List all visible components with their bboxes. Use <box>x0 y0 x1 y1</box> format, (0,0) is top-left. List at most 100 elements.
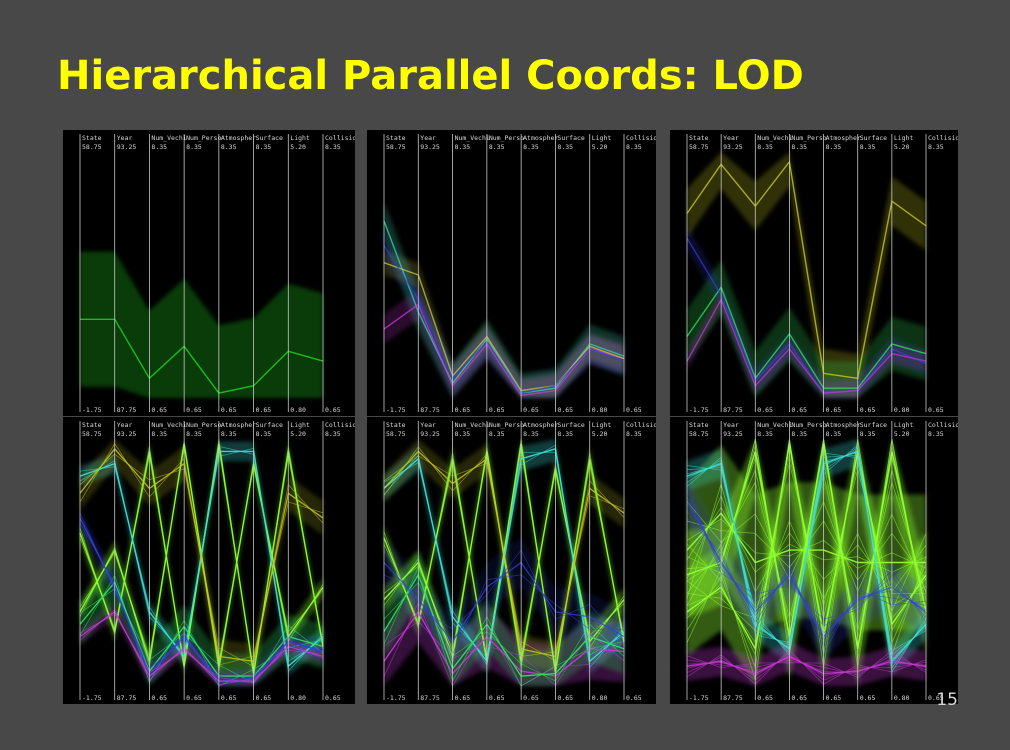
axis-min-label: 0.65 <box>455 694 471 702</box>
cluster-strand <box>686 518 927 656</box>
axis-max-label: 8.35 <box>221 430 237 438</box>
axis-min-label: 0.65 <box>928 694 944 702</box>
axis-max-label: 8.35 <box>626 430 642 438</box>
parallel-coords-plot-3: State58.75-1.75Year93.2587.75Num_Vechi8.… <box>686 134 958 414</box>
axis-max-label: 8.35 <box>860 430 876 438</box>
axis-name-label: Num_Vechi <box>455 134 490 142</box>
axis-name-label: Atmospher <box>523 421 558 429</box>
cluster-strand <box>686 447 927 644</box>
cluster-strand <box>383 566 625 687</box>
axis-name-label: Light <box>894 421 914 429</box>
axis-max-label: 8.35 <box>791 430 807 438</box>
cluster-strand <box>686 440 927 657</box>
parallel-coords-plot-2: State58.75-1.75Year93.2587.75Num_Vechi8.… <box>383 134 656 414</box>
cluster-strand <box>686 651 927 681</box>
axis-min-label: 87.75 <box>117 694 137 702</box>
axis-max-label: 58.75 <box>82 430 102 438</box>
lod-panel-1: State 58.75 -1.75 Year 93.25 87.75 Num_Vechi 8.… <box>63 130 355 416</box>
cluster-band-4 <box>384 230 624 398</box>
axes: State58.75-1.75Year93.2587.75Num_Vechi8.… <box>383 134 656 414</box>
axis-name-label: Year <box>723 134 739 142</box>
axis-min-label: 87.75 <box>723 694 743 702</box>
axis-name-label: State <box>82 421 102 429</box>
axis-min-label: 0.65 <box>256 694 272 702</box>
axis-name-label: Surface <box>557 134 584 142</box>
axis-name-label: State <box>386 421 406 429</box>
axis-max-label: 93.25 <box>723 143 743 151</box>
axis-min-label: -1.75 <box>386 694 406 702</box>
axis-name-label: Year <box>723 421 739 429</box>
cluster-strand <box>79 517 324 682</box>
axis-name-label: Num_Vechi <box>151 421 186 429</box>
cluster-line-3 <box>686 237 927 394</box>
axis-name-label: Atmospher <box>221 421 256 429</box>
axis-name-label: Num_Vechi <box>455 421 490 429</box>
cluster-strand <box>686 497 927 634</box>
cluster-strand <box>686 490 927 627</box>
cluster-strand <box>686 462 926 619</box>
axis-max-label: 8.35 <box>791 143 807 151</box>
axis-name-label: Num_Perso <box>186 134 221 142</box>
axis-min-label: 0.65 <box>186 406 202 414</box>
axis-name-label: State <box>689 421 709 429</box>
axis-max-label: 8.35 <box>186 143 202 151</box>
axis-name-label: Atmospher <box>221 134 256 142</box>
axis-max-label: 8.35 <box>860 143 876 151</box>
axis-name-label: State <box>82 134 102 142</box>
cluster-strand <box>686 654 927 676</box>
axis-min-label: 0.65 <box>221 694 237 702</box>
axis-name-label: State <box>386 134 406 142</box>
cluster-strand <box>686 511 927 649</box>
axes: State58.75-1.75Year93.2587.75Num_Vechi8.… <box>686 421 958 702</box>
axis-min-label: 0.65 <box>757 694 773 702</box>
axis-min-label: 0.65 <box>325 694 341 702</box>
axis-name-label: State <box>689 134 709 142</box>
axis-max-label: 93.25 <box>723 430 743 438</box>
axis-min-label: 0.80 <box>894 694 910 702</box>
cluster-strand <box>686 518 927 569</box>
cluster-strand <box>686 482 927 623</box>
axis-min-label: 0.65 <box>626 406 642 414</box>
axis-max-label: 8.35 <box>489 143 505 151</box>
axis-name-label: Atmospher <box>523 134 558 142</box>
axis-max-label: 93.25 <box>117 430 137 438</box>
axis-min-label: 0.65 <box>791 694 807 702</box>
axis-name-label: Collision <box>626 421 656 429</box>
cluster-band-1 <box>80 251 323 398</box>
axis-name-label: Year <box>420 134 436 142</box>
parallel-coords-plot-5: State58.75-1.75Year93.2587.75Num_Vechi8.… <box>383 421 656 702</box>
cluster-strand <box>79 581 324 677</box>
cluster-bands <box>80 251 323 398</box>
axis-max-label: 8.35 <box>151 430 167 438</box>
page-number: 15 <box>936 690 958 710</box>
axis-max-label: 8.35 <box>325 430 341 438</box>
axis-name-label: Light <box>290 134 310 142</box>
axis-name-label: Surface <box>256 134 283 142</box>
lod-panel-3: State 58.75 -1.75 Year 93.25 87.75 Num_Vechi 8.… <box>670 130 958 416</box>
axis-name-label: Collision <box>325 134 355 142</box>
cluster-strand <box>686 657 927 673</box>
axis-name-label: Light <box>290 421 310 429</box>
cluster-strand <box>686 438 927 670</box>
axis-name-label: Atmospher <box>826 134 861 142</box>
cluster-lines <box>80 318 324 394</box>
cluster-lines <box>686 438 927 685</box>
axis-max-label: 8.35 <box>221 143 237 151</box>
lod-panel-5: State 58.75 -1.75 Year 93.25 87.75 Num_Vechi 8.… <box>367 417 656 704</box>
axis-max-label: 8.35 <box>757 430 773 438</box>
axis-min-label: 87.75 <box>117 406 137 414</box>
cluster-lines <box>383 438 625 687</box>
cluster-band-4 <box>687 289 926 398</box>
axis-min-label: 87.75 <box>723 406 743 414</box>
cluster-line-3 <box>383 262 625 392</box>
axis-min-label: 0.65 <box>151 694 167 702</box>
axis-min-label: 0.65 <box>489 694 505 702</box>
axis-max-label: 8.35 <box>626 143 642 151</box>
axis-min-label: 0.65 <box>221 406 237 414</box>
axis-max-label: 8.35 <box>256 143 272 151</box>
axis-name-label: Surface <box>256 421 283 429</box>
axis-min-label: 0.80 <box>592 406 608 414</box>
cluster-line-4 <box>686 297 927 394</box>
axis-min-label: 0.65 <box>791 406 807 414</box>
axis-min-label: -1.75 <box>689 406 709 414</box>
